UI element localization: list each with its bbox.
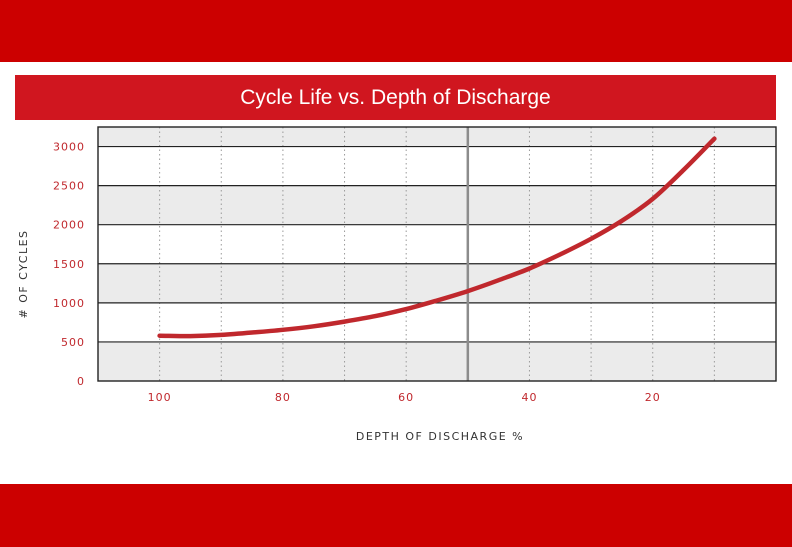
chart-title-bar: Cycle Life vs. Depth of Discharge — [15, 75, 776, 120]
x-tick-label: 60 — [398, 391, 414, 404]
cycle-life-chart: 0 500 1000 1500 2000 2500 3000 100 80 60 40 20 DEP… — [17, 126, 777, 443]
y-tick-label: 2500 — [53, 180, 85, 193]
series-line — [157, 136, 717, 339]
y-axis-title: # OF CYCLES — [17, 229, 30, 318]
x-tick-labels: 100 80 60 40 20 — [148, 391, 661, 404]
y-tick-label: 1500 — [53, 258, 85, 271]
plot-band — [98, 127, 776, 147]
x-axis-title: DEPTH OF DISCHARGE % — [356, 430, 524, 443]
y-tick-label: 1000 — [53, 297, 85, 310]
plot-band — [98, 146, 776, 186]
y-tick-label: 3000 — [53, 141, 85, 154]
x-tick-label: 100 — [148, 391, 172, 404]
x-tick-label: 80 — [275, 391, 291, 404]
vertical-gridlines — [159, 127, 715, 381]
x-tick-label: 40 — [521, 391, 537, 404]
top-red-band — [0, 0, 792, 62]
y-tick-labels: 0 500 1000 1500 2000 2500 3000 — [53, 141, 85, 388]
bottom-red-band — [0, 484, 792, 547]
plot-bands — [98, 127, 776, 381]
horizontal-gridlines — [98, 145, 776, 343]
x-tick-label: 20 — [645, 391, 661, 404]
plot-band — [98, 263, 776, 303]
plot-band — [98, 341, 776, 381]
plot-frame — [97, 126, 777, 382]
y-tick-label: 0 — [77, 375, 85, 388]
plot-band — [98, 224, 776, 264]
y-tick-label: 2000 — [53, 219, 85, 232]
plot-band — [98, 185, 776, 225]
y-tick-label: 500 — [61, 336, 85, 349]
chart-title: Cycle Life vs. Depth of Discharge — [240, 85, 551, 109]
